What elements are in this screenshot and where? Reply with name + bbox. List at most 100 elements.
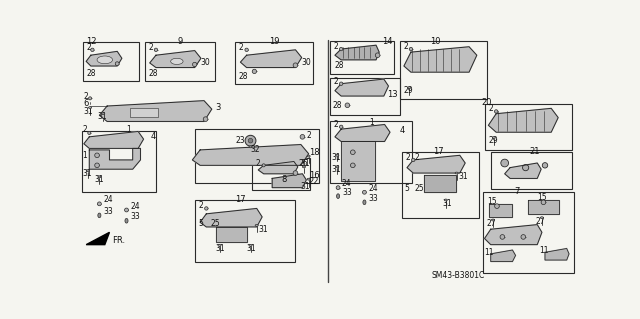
Ellipse shape: [522, 165, 529, 171]
Text: 2: 2: [86, 43, 91, 52]
Ellipse shape: [303, 166, 305, 168]
Text: 3: 3: [216, 103, 221, 112]
Text: 4: 4: [400, 126, 405, 135]
Ellipse shape: [262, 164, 265, 167]
Text: 29: 29: [488, 136, 498, 145]
Ellipse shape: [252, 69, 257, 74]
Polygon shape: [86, 51, 122, 66]
Text: 18: 18: [308, 148, 319, 157]
Polygon shape: [99, 101, 212, 122]
Ellipse shape: [345, 103, 349, 108]
Text: 31: 31: [332, 165, 342, 174]
Polygon shape: [272, 174, 307, 188]
Bar: [195, 200, 296, 262]
Text: 10: 10: [430, 37, 441, 46]
Ellipse shape: [218, 244, 221, 246]
Text: 31: 31: [216, 244, 225, 253]
Ellipse shape: [495, 204, 499, 208]
Polygon shape: [341, 141, 374, 181]
Text: 31: 31: [83, 168, 92, 178]
Text: 5: 5: [198, 219, 204, 227]
Ellipse shape: [293, 63, 298, 68]
Ellipse shape: [171, 58, 183, 64]
Text: 31: 31: [300, 182, 310, 191]
Ellipse shape: [307, 178, 310, 180]
Ellipse shape: [97, 56, 113, 64]
Ellipse shape: [351, 163, 355, 168]
Ellipse shape: [248, 138, 253, 143]
Text: 17: 17: [433, 147, 444, 156]
Polygon shape: [90, 148, 140, 169]
Text: 2: 2: [333, 120, 338, 129]
Text: 31: 31: [442, 199, 452, 208]
Bar: [83, 131, 156, 192]
Text: 13: 13: [387, 90, 397, 99]
Text: 21: 21: [529, 147, 540, 156]
Text: 14: 14: [382, 37, 393, 46]
Ellipse shape: [249, 244, 252, 246]
Ellipse shape: [337, 194, 340, 198]
Ellipse shape: [541, 200, 546, 204]
Text: 20: 20: [481, 99, 492, 108]
Ellipse shape: [204, 117, 208, 122]
Ellipse shape: [193, 62, 197, 67]
Ellipse shape: [95, 153, 99, 158]
Ellipse shape: [293, 171, 298, 175]
Text: 5: 5: [404, 184, 409, 193]
Text: 9: 9: [178, 37, 183, 46]
Ellipse shape: [375, 53, 380, 57]
Text: 31: 31: [84, 107, 93, 116]
Ellipse shape: [339, 47, 343, 51]
Ellipse shape: [154, 48, 157, 52]
Text: 28: 28: [148, 69, 157, 78]
Text: 24: 24: [131, 202, 140, 211]
Text: 26: 26: [298, 159, 308, 167]
Text: 28: 28: [239, 72, 248, 81]
Text: 31: 31: [458, 172, 468, 182]
Text: 32: 32: [250, 145, 260, 154]
Text: 1: 1: [369, 118, 374, 128]
Polygon shape: [488, 108, 558, 132]
Ellipse shape: [351, 150, 355, 154]
Polygon shape: [241, 50, 301, 68]
Ellipse shape: [102, 113, 105, 115]
Text: 22: 22: [308, 177, 319, 186]
Polygon shape: [150, 51, 201, 68]
Text: 2: 2: [239, 43, 244, 52]
Ellipse shape: [339, 82, 343, 85]
Text: 25: 25: [210, 219, 220, 227]
Bar: [252, 158, 310, 190]
Polygon shape: [193, 145, 308, 165]
Ellipse shape: [444, 199, 447, 201]
Polygon shape: [335, 45, 379, 60]
Ellipse shape: [125, 208, 129, 212]
Bar: [483, 192, 575, 273]
Ellipse shape: [455, 172, 458, 174]
Text: 16: 16: [308, 171, 319, 180]
Text: 31: 31: [332, 153, 342, 162]
Text: 29: 29: [403, 86, 413, 95]
Text: 2: 2: [406, 153, 410, 162]
Text: 31: 31: [300, 159, 310, 167]
Bar: [195, 129, 319, 183]
Text: 33: 33: [103, 207, 113, 216]
Text: 24: 24: [342, 179, 351, 188]
Ellipse shape: [91, 48, 94, 52]
Ellipse shape: [97, 202, 101, 206]
Polygon shape: [505, 163, 541, 178]
Text: 24: 24: [368, 184, 378, 193]
Ellipse shape: [501, 159, 509, 167]
Text: 2: 2: [198, 201, 204, 210]
Bar: [400, 41, 487, 99]
Text: 1: 1: [127, 125, 131, 134]
Text: 27: 27: [536, 217, 545, 226]
Bar: [491, 152, 572, 189]
Ellipse shape: [408, 87, 411, 88]
Text: 11: 11: [484, 248, 494, 257]
Text: 17: 17: [235, 195, 246, 204]
Text: FR.: FR.: [113, 236, 125, 245]
Text: 33: 33: [342, 188, 352, 197]
Ellipse shape: [362, 190, 366, 194]
Ellipse shape: [115, 62, 119, 66]
Polygon shape: [84, 131, 143, 148]
